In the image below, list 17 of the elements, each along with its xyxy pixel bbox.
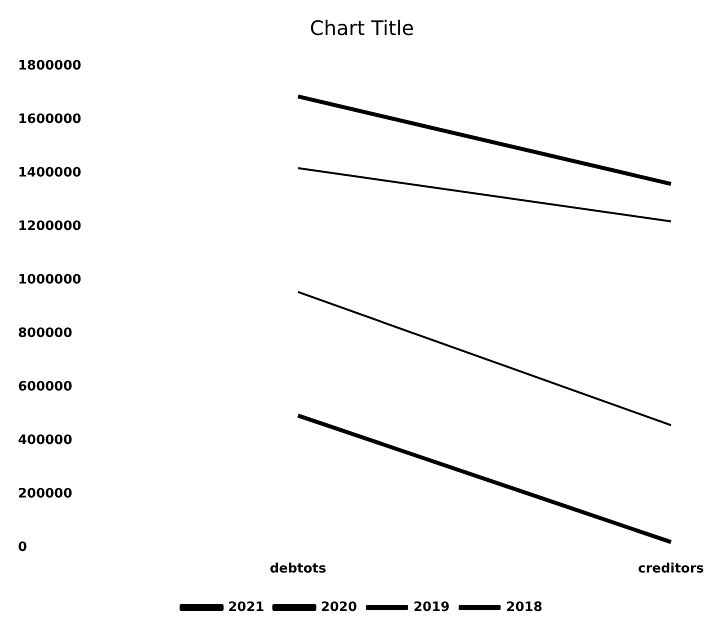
legend-label: 2021 <box>228 600 264 615</box>
y-tick-label: 600000 <box>18 379 72 394</box>
legend-label: 2019 <box>414 600 450 615</box>
x-tick-label: creditors <box>638 562 704 577</box>
y-tick-label: 1400000 <box>18 165 82 180</box>
legend-label: 2018 <box>506 600 542 615</box>
legend-label: 2020 <box>320 600 358 615</box>
y-tick-label: 1600000 <box>18 112 82 127</box>
chart-title: Chart Title <box>310 16 414 40</box>
y-tick-label: 1800000 <box>18 58 82 74</box>
x-tick-label: debtots <box>270 562 327 577</box>
y-tick-label: 400000 <box>18 432 72 448</box>
y-tick-label: 800000 <box>18 326 72 341</box>
y-tick-label: 1000000 <box>18 272 82 288</box>
y-tick-label: 0 <box>18 540 28 555</box>
y-tick-label: 200000 <box>18 486 72 502</box>
y-tick-label: 1200000 <box>18 218 82 234</box>
